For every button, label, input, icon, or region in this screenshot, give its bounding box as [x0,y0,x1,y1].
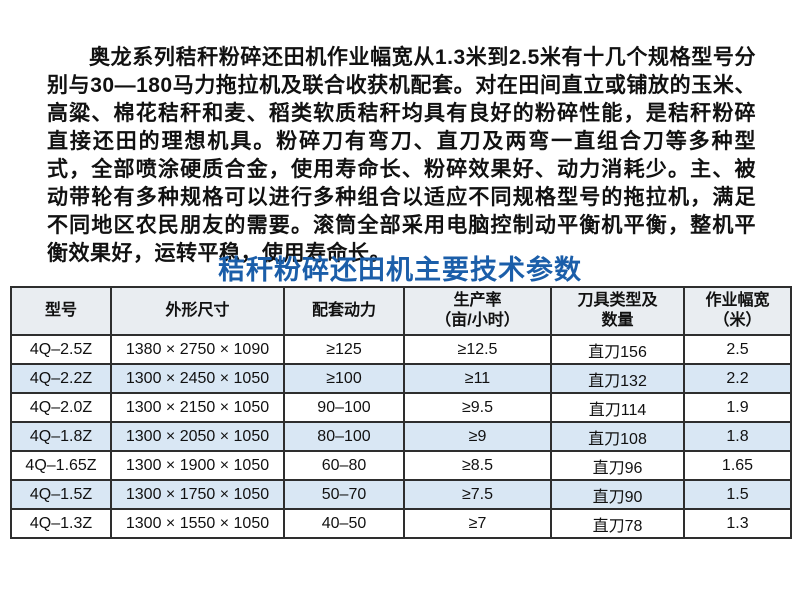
table-cell: 1.5 [683,479,792,510]
table-cell: 1300 × 1750 × 1050 [110,479,285,510]
table-cell: 1380 × 2750 × 1090 [110,334,285,365]
specs-table: 型号 外形尺寸 配套动力 生产率 （亩/小时） 刀具类型及 数量 作业幅宽 （米… [10,286,792,539]
table-cell: 4Q–1.65Z [10,450,112,481]
col-header-model: 型号 [10,286,112,336]
table-row: 型号 外形尺寸 配套动力 生产率 （亩/小时） 刀具类型及 数量 作业幅宽 （米… [10,286,792,336]
table-cell: ≥100 [283,363,405,394]
table-cell: 4Q–1.5Z [10,479,112,510]
table-row: 4Q–2.5Z 1380 × 2750 × 1090 ≥125 ≥12.5 直刀… [10,334,792,365]
table-cell: 40–50 [283,508,405,539]
table-cell: 4Q–2.0Z [10,392,112,423]
table-cell: ≥7 [403,508,552,539]
table-cell: ≥7.5 [403,479,552,510]
table-cell: 1300 × 2150 × 1050 [110,392,285,423]
table-cell: ≥11 [403,363,552,394]
table-cell: 4Q–2.2Z [10,363,112,394]
table-cell: 50–70 [283,479,405,510]
table-header-row: 型号 外形尺寸 配套动力 生产率 （亩/小时） 刀具类型及 数量 作业幅宽 （米… [10,286,792,336]
table-row: 4Q–1.8Z 1300 × 2050 × 1050 80–100 ≥9 直刀1… [10,421,792,452]
table-row: 4Q–2.2Z 1300 × 2450 × 1050 ≥100 ≥11 直刀13… [10,363,792,394]
col-header-blade: 刀具类型及 数量 [550,286,685,336]
table-cell: 2.2 [683,363,792,394]
table-cell: 直刀132 [550,363,685,394]
col-header-dimensions: 外形尺寸 [110,286,285,336]
table-cell: 1300 × 2450 × 1050 [110,363,285,394]
table-cell: 4Q–2.5Z [10,334,112,365]
table-cell: 1300 × 2050 × 1050 [110,421,285,452]
table-cell: 直刀156 [550,334,685,365]
table-row: 4Q–1.3Z 1300 × 1550 × 1050 40–50 ≥7 直刀78… [10,508,792,539]
table-title: 秸秆粉碎还田机主要技术参数 [218,255,582,285]
table-cell: 1.65 [683,450,792,481]
table-cell: 4Q–1.8Z [10,421,112,452]
intro-paragraph: 奥龙系列秸秆粉碎还田机作业幅宽从1.3米到2.5米有十几个规格型号分别与30—1… [47,46,756,265]
table-cell: 1300 × 1900 × 1050 [110,450,285,481]
table-cell: 60–80 [283,450,405,481]
table-cell: 90–100 [283,392,405,423]
table-cell: ≥9 [403,421,552,452]
table-cell: 直刀78 [550,508,685,539]
col-header-power: 配套动力 [283,286,405,336]
table-cell: 4Q–1.3Z [10,508,112,539]
table-cell: 直刀90 [550,479,685,510]
table-cell: 1.9 [683,392,792,423]
table-row: 4Q–2.0Z 1300 × 2150 × 1050 90–100 ≥9.5 直… [10,392,792,423]
col-header-rate: 生产率 （亩/小时） [403,286,552,336]
table-cell: 80–100 [283,421,405,452]
table-cell: ≥12.5 [403,334,552,365]
table-row: 4Q–1.65Z 1300 × 1900 × 1050 60–80 ≥8.5 直… [10,450,792,481]
table-cell: ≥125 [283,334,405,365]
table-cell: ≥9.5 [403,392,552,423]
table-cell: 1.8 [683,421,792,452]
table-cell: 直刀108 [550,421,685,452]
col-header-width: 作业幅宽 （米） [683,286,792,336]
table-cell: 直刀96 [550,450,685,481]
table-cell: 1300 × 1550 × 1050 [110,508,285,539]
table-cell: 2.5 [683,334,792,365]
table-cell: 直刀114 [550,392,685,423]
table-row: 4Q–1.5Z 1300 × 1750 × 1050 50–70 ≥7.5 直刀… [10,479,792,510]
table-cell: ≥8.5 [403,450,552,481]
table-cell: 1.3 [683,508,792,539]
